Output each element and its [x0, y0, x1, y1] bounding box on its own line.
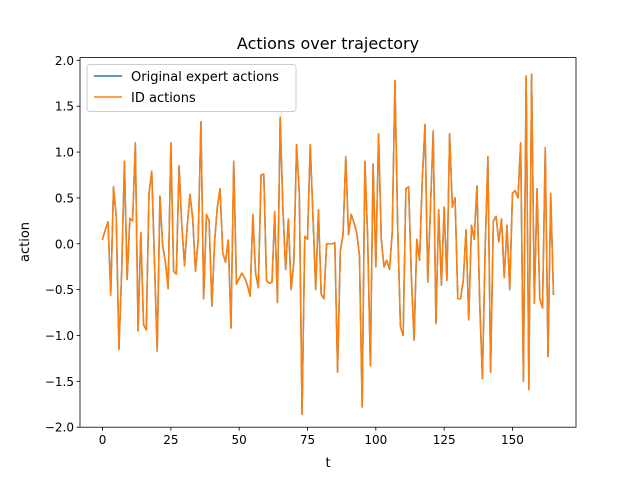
x-axis-label: t [325, 456, 330, 471]
y-tick-label: 1.5 [55, 100, 74, 114]
y-tick-label: −1.5 [45, 375, 74, 389]
series-line-id [101, 73, 555, 416]
x-tick-label: 125 [433, 433, 456, 447]
x-tick-label: 150 [501, 433, 524, 447]
x-axis-ticks: 0 25 50 75 100 125 150 [99, 427, 524, 447]
y-tick-label: −0.5 [45, 283, 74, 297]
y-tick-label: −2.0 [45, 421, 74, 435]
y-tick-label: 0.5 [55, 191, 74, 205]
legend-label-original: Original expert actions [131, 70, 279, 85]
y-tick-label: 0.0 [55, 237, 74, 251]
x-tick-label: 75 [300, 433, 315, 447]
x-tick-label: 50 [232, 433, 247, 447]
legend-box [86, 64, 297, 112]
x-tick-label: 100 [364, 433, 387, 447]
y-tick-label: 2.0 [55, 54, 74, 68]
x-tick-label: 0 [99, 433, 107, 447]
series-layer [101, 73, 555, 416]
legend-label-id: ID actions [131, 91, 196, 106]
chart-title: Actions over trajectory [237, 34, 419, 53]
y-axis-label: action [18, 222, 33, 262]
axes-border [79, 57, 577, 428]
y-tick-label: 1.0 [55, 146, 74, 160]
y-tick-label: −1.0 [45, 329, 74, 343]
y-axis-ticks: −2.0 −1.5 −1.0 −0.5 0.0 0.5 1.0 1.5 2.0 [45, 54, 80, 435]
x-tick-label: 25 [163, 433, 178, 447]
legend: Original expert actions ID actions [86, 64, 297, 112]
axes-frame [79, 57, 577, 428]
